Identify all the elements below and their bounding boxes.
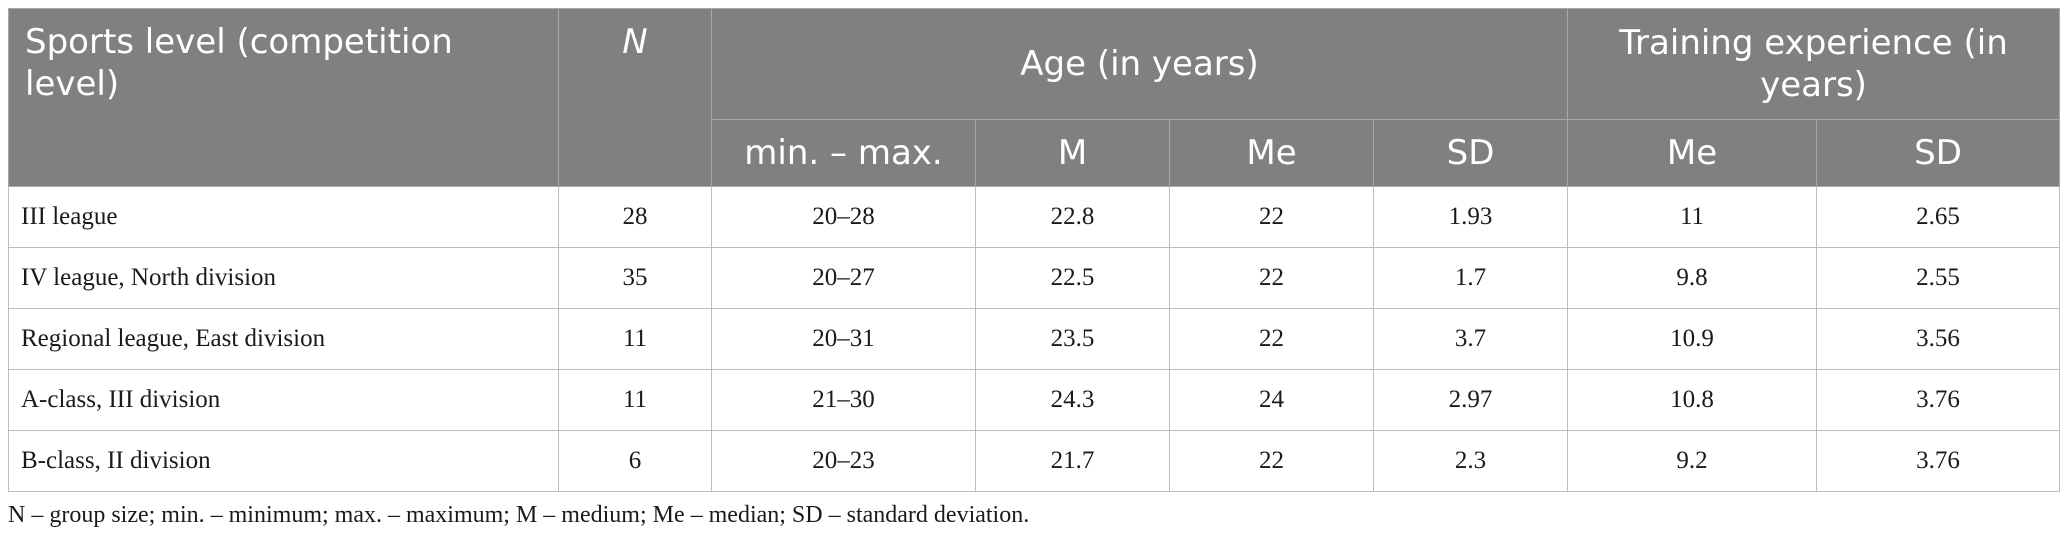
header-row-sub: min. – max. M Me SD Me SD [9, 119, 2061, 187]
cell-n: 6 [558, 430, 712, 492]
cell-sports-level: IV league, North division [8, 247, 559, 309]
cell-age-median: 22 [1169, 430, 1374, 492]
cell-age-range: 20–31 [711, 308, 976, 370]
table-row: Regional league, East division 11 20–31 23.… [8, 308, 2061, 370]
table-body: III league 28 20–28 22.8 22 1.93 11 2.65 IV leag… [8, 186, 2061, 492]
cell-n: 28 [558, 186, 712, 248]
cell-age-median: 22 [1169, 247, 1374, 309]
table-row: III league 28 20–28 22.8 22 1.93 11 2.65 [8, 186, 2061, 248]
cell-training-sd: 3.76 [1816, 430, 2061, 492]
cell-age-range: 21–30 [711, 369, 976, 431]
cell-training-median: 10.9 [1567, 308, 1818, 370]
cell-age-mean: 22.5 [975, 247, 1170, 309]
table-footnote: N – group size; min. – minimum; max. – m… [8, 502, 1030, 528]
cell-training-sd: 2.55 [1816, 247, 2061, 309]
cell-age-range: 20–23 [711, 430, 976, 492]
cell-sports-level: A-class, III division [8, 369, 559, 431]
table-row: IV league, North division 35 20–27 22.5 22 1.… [8, 247, 2061, 309]
data-table: Sports level (competition level) N Age (… [8, 8, 2061, 492]
header-age-range: min. – max. [711, 119, 976, 187]
cell-n: 35 [558, 247, 712, 309]
header-training-group: Training experience (in years) [1567, 8, 2061, 120]
cell-age-sd: 2.97 [1372, 369, 1569, 431]
cell-age-sd: 3.7 [1372, 308, 1569, 370]
header-training-median: Me [1567, 119, 1818, 187]
cell-age-median: 24 [1169, 369, 1374, 431]
table-header: Sports level (competition level) N Age (… [8, 8, 2061, 187]
table-container: Sports level (competition level) N Age (… [8, 8, 2061, 529]
header-age-mean: M [975, 119, 1170, 187]
cell-age-mean: 22.8 [975, 186, 1170, 248]
cell-age-range: 20–28 [711, 186, 976, 248]
cell-age-median: 22 [1169, 186, 1374, 248]
cell-age-range: 20–27 [711, 247, 976, 309]
cell-training-median: 9.2 [1567, 430, 1818, 492]
header-age-sd: SD [1372, 119, 1569, 187]
header-training-sd: SD [1816, 119, 2061, 187]
cell-age-median: 22 [1169, 308, 1374, 370]
table-row: B-class, II division 6 20–23 21.7 22 2.3 9.2 3.… [8, 430, 2061, 492]
header-sports-level: Sports level (competition level) [8, 8, 559, 187]
header-age-median: Me [1169, 119, 1374, 187]
cell-sports-level: III league [8, 186, 559, 248]
cell-age-mean: 24.3 [975, 369, 1170, 431]
header-row-groups: Sports level (competition level) N Age (… [8, 8, 2061, 187]
table-row: A-class, III division 11 21–30 24.3 24 2.97 10… [8, 369, 2061, 431]
cell-age-mean: 23.5 [975, 308, 1170, 370]
cell-training-sd: 2.65 [1816, 186, 2061, 248]
cell-sports-level: Regional league, East division [8, 308, 559, 370]
header-n: N [558, 8, 712, 187]
cell-age-sd: 1.7 [1372, 247, 1569, 309]
header-age-group: Age (in years) [710, 8, 1569, 120]
cell-training-sd: 3.76 [1816, 369, 2061, 431]
cell-age-mean: 21.7 [975, 430, 1170, 492]
cell-sports-level: B-class, II division [8, 430, 559, 492]
cell-age-sd: 1.93 [1372, 186, 1569, 248]
cell-age-sd: 2.3 [1372, 430, 1569, 492]
cell-training-median: 9.8 [1567, 247, 1818, 309]
cell-training-median: 10.8 [1567, 369, 1818, 431]
cell-n: 11 [558, 369, 712, 431]
cell-training-median: 11 [1567, 186, 1818, 248]
cell-n: 11 [558, 308, 712, 370]
cell-training-sd: 3.56 [1816, 308, 2061, 370]
